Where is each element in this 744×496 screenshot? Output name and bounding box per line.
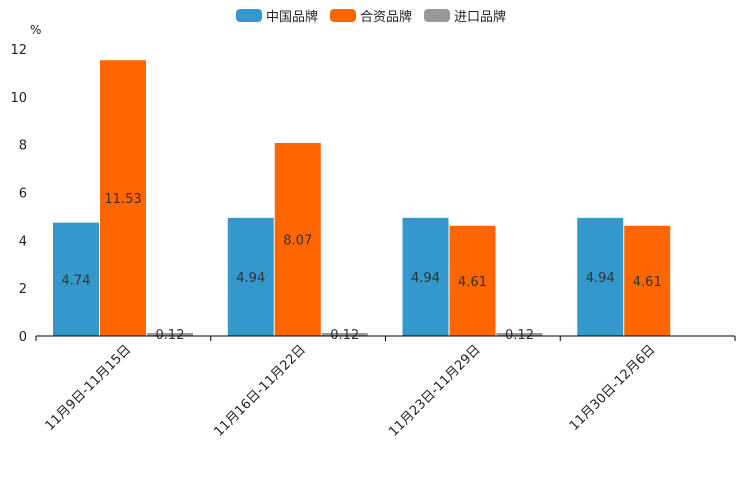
bar-joint-venture-3[interactable] <box>624 225 671 336</box>
legend-item-joint-venture[interactable]: 合资品牌 <box>330 6 412 25</box>
x-tick-label: 11月23日-11月29日 <box>386 342 483 439</box>
legend: 中国品牌 合资品牌 进口品牌 <box>0 6 744 26</box>
bar-import-1[interactable] <box>321 333 368 336</box>
bar-china-0[interactable] <box>53 222 99 336</box>
data-label: 4.94 <box>236 271 265 286</box>
legend-label-china: 中国品牌 <box>266 10 319 25</box>
bar-import-2[interactable] <box>496 333 543 336</box>
data-label: 11.53 <box>104 192 141 207</box>
x-tick-label: 11月9日-11月15日 <box>43 342 135 434</box>
y-tick-label: 4 <box>19 234 27 249</box>
legend-swatch-import <box>424 9 450 22</box>
data-label: 4.61 <box>633 275 662 290</box>
y-tick-label: 0 <box>19 330 27 345</box>
x-axis: 11月9日-11月15日 11月16日-11月22日 11月23日-11月29日 11… <box>35 336 736 440</box>
y-tick-label: 6 <box>19 187 27 202</box>
x-tick-label: 11月16日-11月22日 <box>211 342 308 439</box>
bar-china-3[interactable] <box>577 217 624 336</box>
data-label: 4.74 <box>62 273 91 288</box>
legend-swatch-china <box>236 9 262 22</box>
bar-import-0[interactable] <box>147 333 193 336</box>
legend-label-import: 进口品牌 <box>454 10 507 25</box>
legend-item-china[interactable]: 中国品牌 <box>236 6 318 25</box>
bar-group <box>53 60 671 336</box>
y-tick-label: 2 <box>19 282 27 297</box>
x-tick-label: 11月30日-12月6日 <box>567 342 659 434</box>
y-tick-label: 8 <box>19 139 27 154</box>
data-label: 4.94 <box>586 271 615 286</box>
y-axis: 0 2 4 6 8 10 12 <box>10 43 27 345</box>
y-axis-unit: % <box>30 23 41 37</box>
y-tick-label: 12 <box>10 43 27 58</box>
bar-china-1[interactable] <box>227 217 274 336</box>
data-label: 4.94 <box>411 271 440 286</box>
data-label: 8.07 <box>283 233 312 248</box>
bar-china-2[interactable] <box>402 217 449 336</box>
legend-swatch-joint-venture <box>330 9 356 22</box>
legend-item-import[interactable]: 进口品牌 <box>424 6 506 25</box>
bar-joint-venture-2[interactable] <box>449 225 496 336</box>
bar-joint-venture-1[interactable] <box>274 142 321 336</box>
bar-joint-venture-0[interactable] <box>100 60 146 336</box>
data-label: 4.61 <box>458 275 487 290</box>
y-tick-label: 10 <box>10 91 27 106</box>
legend-label-joint-venture: 合资品牌 <box>360 10 413 25</box>
